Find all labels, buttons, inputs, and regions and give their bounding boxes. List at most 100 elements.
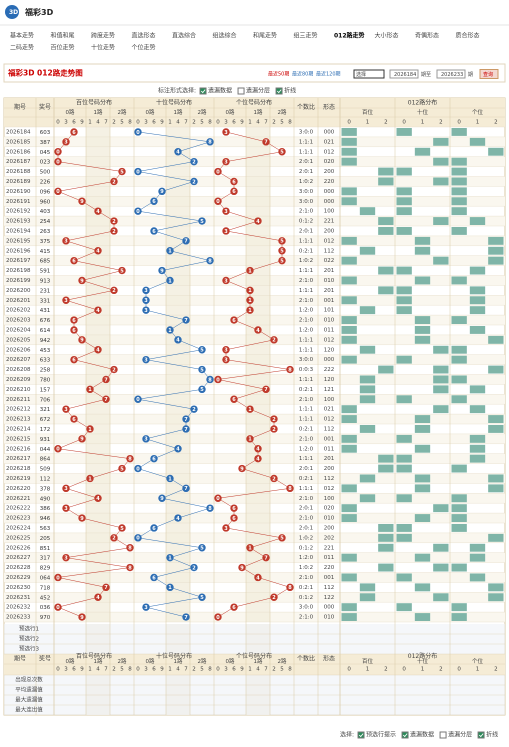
- nav-link[interactable]: 组三走势: [294, 32, 318, 40]
- draw-digit: 0: [40, 189, 44, 195]
- checkbox[interactable]: [401, 731, 409, 739]
- nav-link[interactable]: 大小形态: [375, 32, 399, 40]
- route-mark: [341, 355, 357, 364]
- nav-link[interactable]: 二码走势: [10, 44, 34, 52]
- nav-link[interactable]: 组选综合: [213, 32, 237, 40]
- draw-number: 500: [40, 169, 51, 175]
- route-mark: [378, 454, 394, 463]
- hit-digit: 4: [176, 516, 180, 522]
- hit-digit: 8: [288, 486, 292, 492]
- route-mark: [451, 603, 467, 612]
- shape: 012: [324, 149, 335, 155]
- stat-label: 最大连出值: [15, 706, 43, 714]
- nav-link[interactable]: 奇偶形态: [415, 32, 439, 40]
- route-mark: [469, 553, 486, 562]
- route-mark: [341, 335, 357, 344]
- hit-ball: [214, 494, 222, 502]
- draw-number: 913: [40, 278, 51, 284]
- ratio: 1:1:1: [299, 149, 313, 155]
- input-to[interactable]: [436, 69, 466, 79]
- col-header: 个数比: [297, 655, 315, 663]
- nav-link[interactable]: 和值和尾: [51, 32, 75, 40]
- route-mark: [469, 137, 486, 146]
- route-mark: [451, 563, 467, 572]
- hit-digit: 7: [264, 387, 268, 393]
- hit-digit: 1: [168, 476, 172, 482]
- draw-digit: 6: [40, 327, 44, 333]
- hit-digit: 1: [88, 387, 92, 393]
- route-mark: [414, 335, 431, 344]
- input-from[interactable]: [389, 69, 419, 79]
- checkbox[interactable]: [477, 731, 485, 739]
- route-mark: [378, 524, 394, 532]
- nav-link[interactable]: 十位走势: [91, 44, 115, 52]
- route-mark: [341, 326, 357, 334]
- route-mark: [451, 207, 467, 216]
- hit-ball: [230, 187, 238, 196]
- after-text: 期: [468, 72, 473, 78]
- checkbox[interactable]: [199, 87, 207, 95]
- ratio: 2:1:0: [299, 278, 314, 284]
- hit-digit: 6: [232, 179, 236, 185]
- draw-digit: 1: [40, 387, 44, 393]
- select-box[interactable]: [353, 69, 385, 79]
- hit-ball: [198, 217, 206, 225]
- nav-link[interactable]: 直选形态: [132, 32, 156, 40]
- nav-link[interactable]: 质合形态: [456, 32, 480, 40]
- digit-header: 8: [208, 667, 212, 673]
- hit-digit: 6: [152, 199, 156, 205]
- checkbox[interactable]: [439, 731, 447, 739]
- hit-digit: 7: [264, 555, 268, 561]
- checkbox[interactable]: [237, 87, 245, 95]
- route-mark: [433, 593, 449, 602]
- hit-ball: [150, 227, 158, 235]
- route-mark: [341, 573, 357, 582]
- draw-digit: 3: [40, 407, 44, 413]
- nav-link[interactable]: 跨度走势: [91, 32, 115, 40]
- nav-link[interactable]: 012路走势: [334, 32, 365, 40]
- hit-digit: 2: [272, 595, 276, 601]
- period-link[interactable]: 最近80期: [292, 71, 313, 78]
- issue: 2026196: [6, 248, 31, 254]
- nav-link[interactable]: 基本走势: [10, 32, 34, 40]
- draw-digit: 5: [43, 347, 47, 353]
- route-mark: [359, 425, 376, 433]
- route-mark: [396, 573, 412, 582]
- checkbox[interactable]: [357, 731, 365, 739]
- draw-digit: 5: [43, 387, 47, 393]
- hit-ball: [254, 454, 262, 463]
- draw-number: 490: [40, 496, 51, 502]
- route-mark: [469, 385, 486, 394]
- route-mark: [341, 197, 357, 206]
- draw-digit: 3: [40, 298, 44, 304]
- nav-link[interactable]: 直选综合: [172, 32, 196, 40]
- route-mark: [396, 355, 412, 364]
- draw-digit: 5: [40, 268, 44, 274]
- route-mark: [469, 326, 486, 334]
- hit-digit: 5: [280, 249, 284, 255]
- hit-digit: 0: [136, 209, 140, 215]
- hit-digit: 8: [208, 506, 212, 512]
- route-mark: [488, 533, 504, 542]
- ratio: 1:0:2: [299, 535, 313, 541]
- query-button[interactable]: [479, 69, 499, 79]
- route-mark: [341, 504, 357, 513]
- shape: 012: [324, 337, 335, 343]
- nav-link[interactable]: 百位走势: [51, 44, 75, 52]
- draw-number: 112: [40, 476, 51, 482]
- nav-link[interactable]: 个位走势: [132, 44, 156, 52]
- ratio: 1:2:0: [299, 555, 314, 561]
- route-mark: [396, 306, 412, 315]
- period-link[interactable]: 最近50期: [268, 71, 289, 78]
- period-link[interactable]: 最近120期: [316, 71, 341, 78]
- checkbox[interactable]: [275, 87, 283, 95]
- ratio: 2:1:0: [299, 209, 314, 215]
- ratio: 2:1:0: [299, 397, 314, 403]
- issue: 2026194: [6, 228, 31, 234]
- nav-link[interactable]: 和尾走势: [253, 32, 277, 40]
- route-mark: [396, 187, 412, 196]
- draw-digit: 3: [43, 436, 47, 442]
- digit-header: 9: [80, 667, 84, 673]
- ratio: 1:1:1: [299, 288, 313, 294]
- logo-text: 福彩3D: [24, 7, 54, 17]
